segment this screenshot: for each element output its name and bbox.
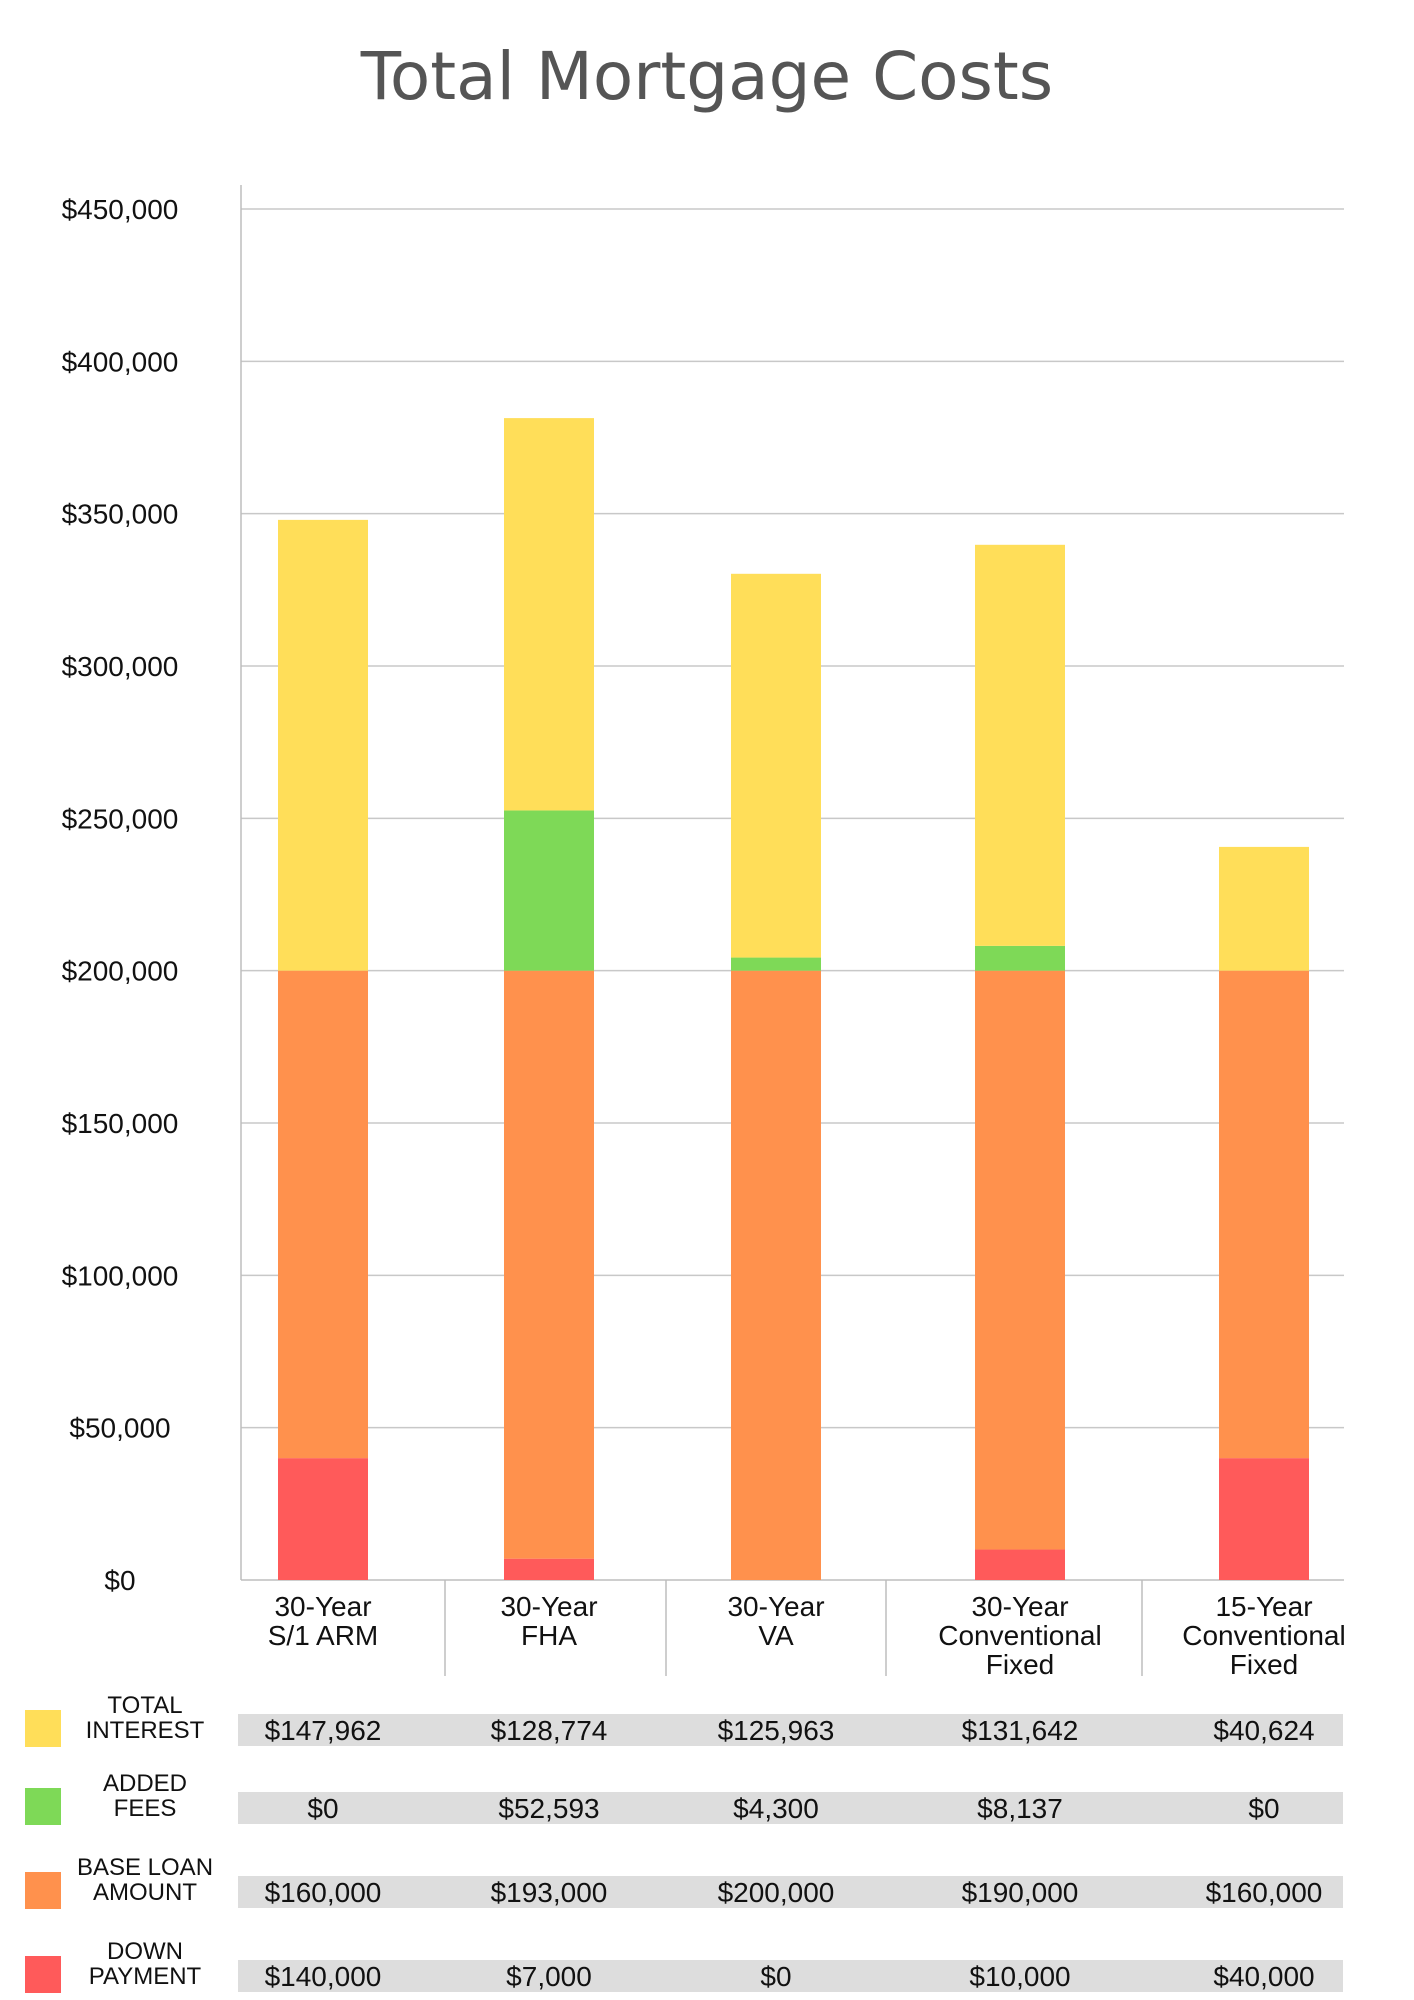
x-category-label: 15-Year Conventional Fixed	[1182, 1591, 1345, 1680]
table-row-band	[238, 1876, 1343, 1908]
table-value-cell: $147,962	[265, 1715, 382, 1746]
y-tick-label: $0	[104, 1565, 135, 1596]
legend-swatch	[25, 1872, 61, 1909]
y-tick-label: $300,000	[62, 651, 179, 682]
bar-segment-base-loan-amount	[1219, 970, 1309, 1459]
bar-segment-base-loan-amount	[731, 970, 821, 1580]
table-value-cell: $40,000	[1213, 1961, 1314, 1992]
x-category-label-line: VA	[758, 1620, 794, 1651]
legend-label-line: FEES	[114, 1795, 177, 1822]
table-value-cell: $160,000	[265, 1877, 382, 1908]
table-value-cell: $8,137	[977, 1793, 1063, 1824]
y-tick-label: $100,000	[62, 1260, 179, 1291]
x-category-label-line: 30-Year	[971, 1591, 1068, 1622]
legend-label-line: AMOUNT	[93, 1879, 197, 1906]
table-value-cell: $40,624	[1213, 1715, 1314, 1746]
x-category-label: 30-Year S/1 ARM	[268, 1591, 378, 1651]
x-category-label-line: 30-Year	[274, 1591, 371, 1622]
legend-label-line: INTEREST	[86, 1717, 205, 1744]
table-row-band	[238, 1792, 1343, 1824]
legend-label-line: DOWN	[107, 1938, 183, 1965]
table-value-cell: $200,000	[718, 1877, 835, 1908]
bar-segment-base-loan-amount	[278, 970, 368, 1459]
table-value-cell: $52,593	[498, 1793, 599, 1824]
table-value-cell: $4,300	[733, 1793, 819, 1824]
x-category-label-line: Conventional	[938, 1620, 1101, 1651]
x-category-label-line: Conventional	[1182, 1620, 1345, 1651]
table-value-cell: $10,000	[969, 1961, 1070, 1992]
legend-label-line: BASE LOAN	[77, 1854, 213, 1881]
legend-label: BASE LOAN AMOUNT	[77, 1854, 213, 1906]
table-value-cell: $131,642	[962, 1715, 1079, 1746]
legend-label-line: ADDED	[103, 1770, 187, 1797]
bar-segment-added-fees	[731, 957, 821, 971]
table-value-cell: $125,963	[718, 1715, 835, 1746]
x-category-label-line: 15-Year	[1215, 1591, 1312, 1622]
table-value-cell: $0	[1248, 1793, 1279, 1824]
bar-segment-down-payment	[975, 1549, 1065, 1580]
bar-segment-added-fees	[504, 810, 594, 971]
y-tick-label: $150,000	[62, 1108, 179, 1139]
legend-label-line: PAYMENT	[89, 1963, 202, 1990]
x-category-label: 30-Year VA	[727, 1591, 824, 1651]
x-category-label-line: 30-Year	[500, 1591, 597, 1622]
x-category-label-line: FHA	[521, 1620, 577, 1651]
bar-segment-added-fees	[975, 945, 1065, 971]
y-tick-label: $200,000	[62, 956, 179, 987]
x-category-label-line: S/1 ARM	[268, 1620, 378, 1651]
bar-segment-base-loan-amount	[975, 970, 1065, 1550]
table-value-cell: $0	[760, 1961, 791, 1992]
x-category-label-line: Fixed	[1230, 1649, 1298, 1680]
legend-swatch	[25, 1710, 61, 1747]
bar-segment-total-interest	[278, 519, 368, 971]
legend-swatch	[25, 1788, 61, 1825]
table-value-cell: $140,000	[265, 1961, 382, 1992]
bar-segment-down-payment	[504, 1558, 594, 1580]
x-category-label-line: Fixed	[986, 1649, 1054, 1680]
bar-segment-total-interest	[504, 418, 594, 811]
bar-segment-total-interest	[975, 544, 1065, 946]
table-value-cell: $160,000	[1206, 1877, 1323, 1908]
bar-segment-total-interest	[731, 573, 821, 958]
x-category-label: 30-Year Conventional Fixed	[938, 1591, 1101, 1680]
legend-swatch	[25, 1956, 61, 1993]
legend-label: TOTAL INTEREST	[86, 1692, 205, 1744]
table-value-cell: $190,000	[962, 1877, 1079, 1908]
table-value-cell: $0	[307, 1793, 338, 1824]
y-tick-label: $350,000	[62, 499, 179, 530]
legend-label-line: TOTAL	[107, 1692, 182, 1719]
legend-label: DOWN PAYMENT	[89, 1938, 202, 1990]
table-row-band	[238, 1714, 1343, 1746]
bar-segment-total-interest	[1219, 846, 1309, 971]
legend-label: ADDED FEES	[103, 1770, 187, 1822]
y-tick-label: $400,000	[62, 346, 179, 377]
bar-segment-down-payment	[1219, 1458, 1309, 1580]
x-category-label-line: 30-Year	[727, 1591, 824, 1622]
x-category-label: 30-Year FHA	[500, 1591, 597, 1651]
y-tick-label: $250,000	[62, 803, 179, 834]
chart-title: Total Mortgage Costs	[360, 38, 1054, 115]
table-value-cell: $193,000	[491, 1877, 608, 1908]
table-row-band	[238, 1960, 1343, 1992]
table-value-cell: $128,774	[491, 1715, 608, 1746]
y-tick-label: $50,000	[69, 1413, 170, 1444]
bar-segment-base-loan-amount	[504, 970, 594, 1559]
y-tick-label: $450,000	[62, 194, 179, 225]
table-value-cell: $7,000	[506, 1961, 592, 1992]
bar-segment-down-payment	[278, 1458, 368, 1580]
